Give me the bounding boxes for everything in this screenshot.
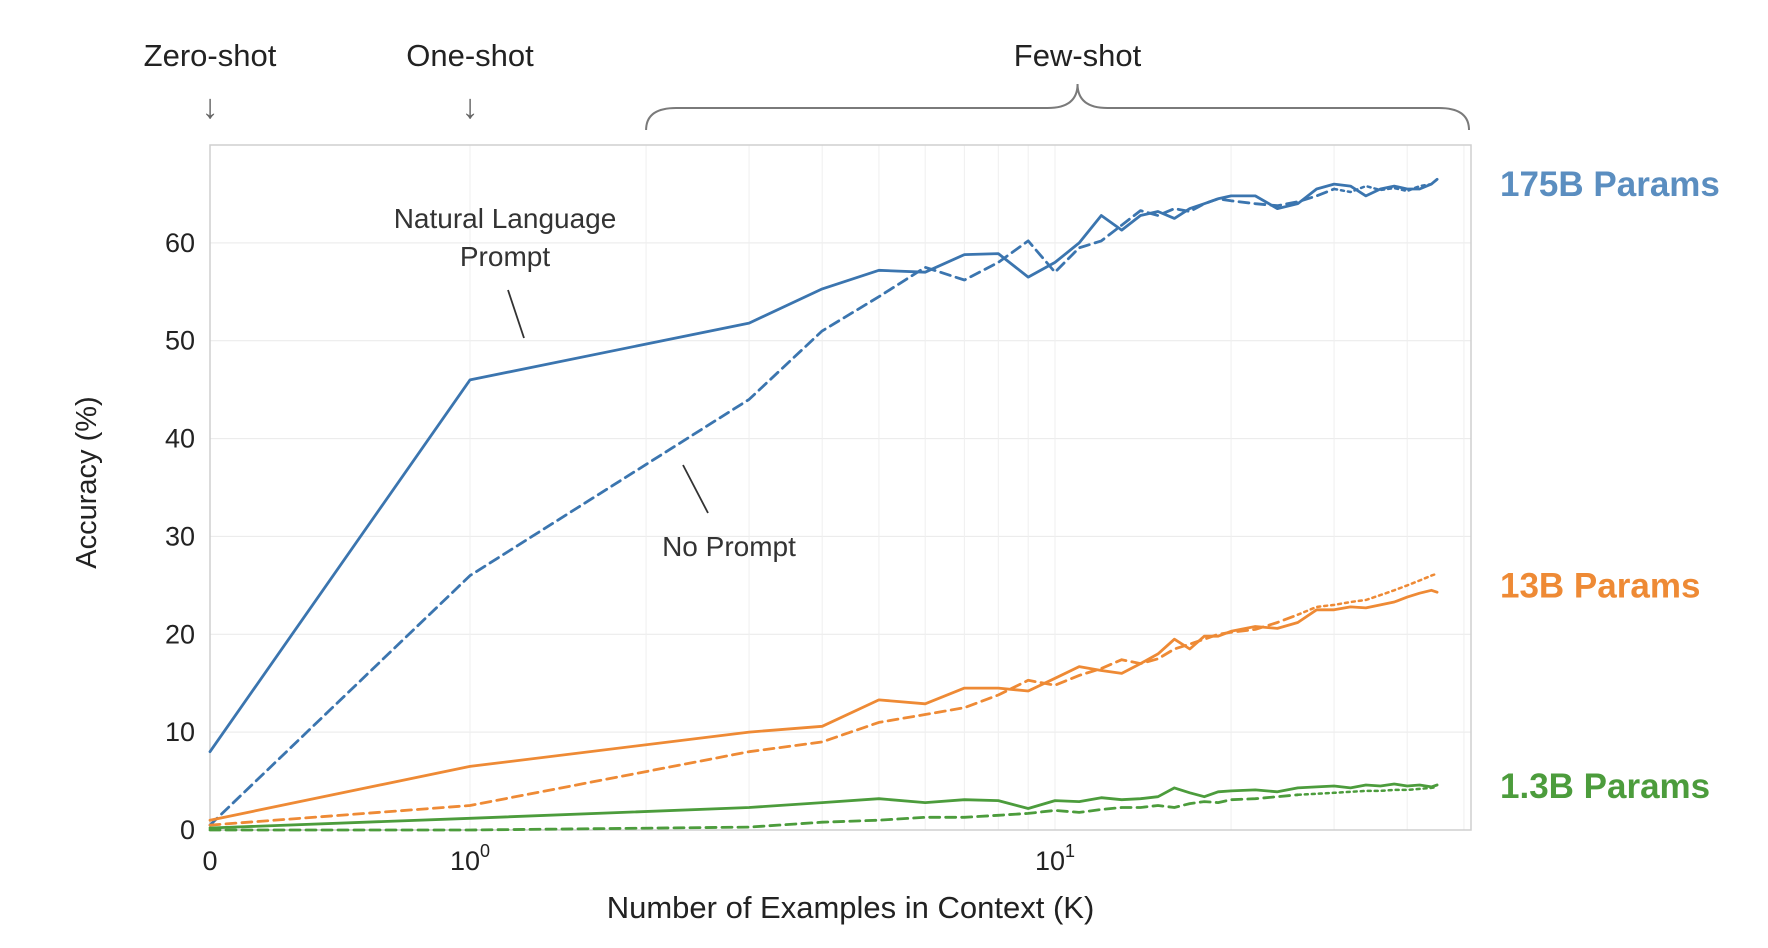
no-prompt-label: No Prompt [662, 531, 796, 562]
y-tick-label: 0 [180, 815, 195, 845]
natural-language-prompt-label: Natural Language [394, 203, 617, 234]
series-label: 13B Params [1500, 566, 1700, 605]
series-line-13b-paramsdashed [208, 613, 1300, 827]
series-line-175b-paramsdotted [1332, 178, 1439, 194]
top-annotation-layer: Zero-shot ↓ One-shot ↓ Few-shot [144, 38, 1470, 131]
down-arrow-icon: ↓ [462, 88, 479, 126]
series-line-1-3b-paramsdashed [208, 793, 1300, 832]
zero-shotlabel: Zero-shot [144, 38, 277, 73]
natural-language-prompt-pointer [507, 289, 525, 339]
series-line-175b-paramssolid [208, 177, 1439, 754]
x-axis-label: Number of Examples in Context (K) [607, 890, 1095, 925]
annotation-layer: Natural Language Prompt No Prompt [394, 203, 796, 562]
series-label: 175B Params [1500, 165, 1720, 204]
few-shot-label: Few-shot [1014, 38, 1142, 73]
y-tick-label: 10 [165, 717, 195, 747]
series-line-13b-paramssolid [208, 588, 1439, 822]
grid-layer [210, 145, 1471, 831]
x-tick-label: 0 [202, 846, 217, 876]
series-line-1-3b-paramssolid [208, 782, 1439, 830]
series-label-layer: 175B Params 13B Params 1.3B Params [1500, 165, 1720, 806]
series-line-175b-paramsdashed [208, 187, 1336, 827]
series-line-13b-paramsdotted [1296, 572, 1439, 616]
down-arrow-icon: ↓ [202, 88, 219, 126]
series-line-1-3b-paramsdotted [1296, 785, 1439, 797]
y-tick-label: 20 [165, 619, 195, 649]
y-axis-label: Accuracy (%) [71, 396, 103, 568]
no-prompt-pointer [682, 464, 709, 514]
series-layer [208, 177, 1439, 832]
y-tick-label: 50 [165, 326, 195, 356]
natural-language-prompt-label: Prompt [460, 241, 550, 272]
y-tick-label: 40 [165, 424, 195, 454]
y-tick-label: 60 [165, 228, 195, 258]
one-shotlabel: One-shot [406, 38, 534, 73]
plot-frame [209, 144, 1472, 831]
y-tick-label: 30 [165, 521, 195, 551]
series-label: 1.3B Params [1500, 767, 1710, 806]
few-shot-brace [645, 83, 1470, 131]
